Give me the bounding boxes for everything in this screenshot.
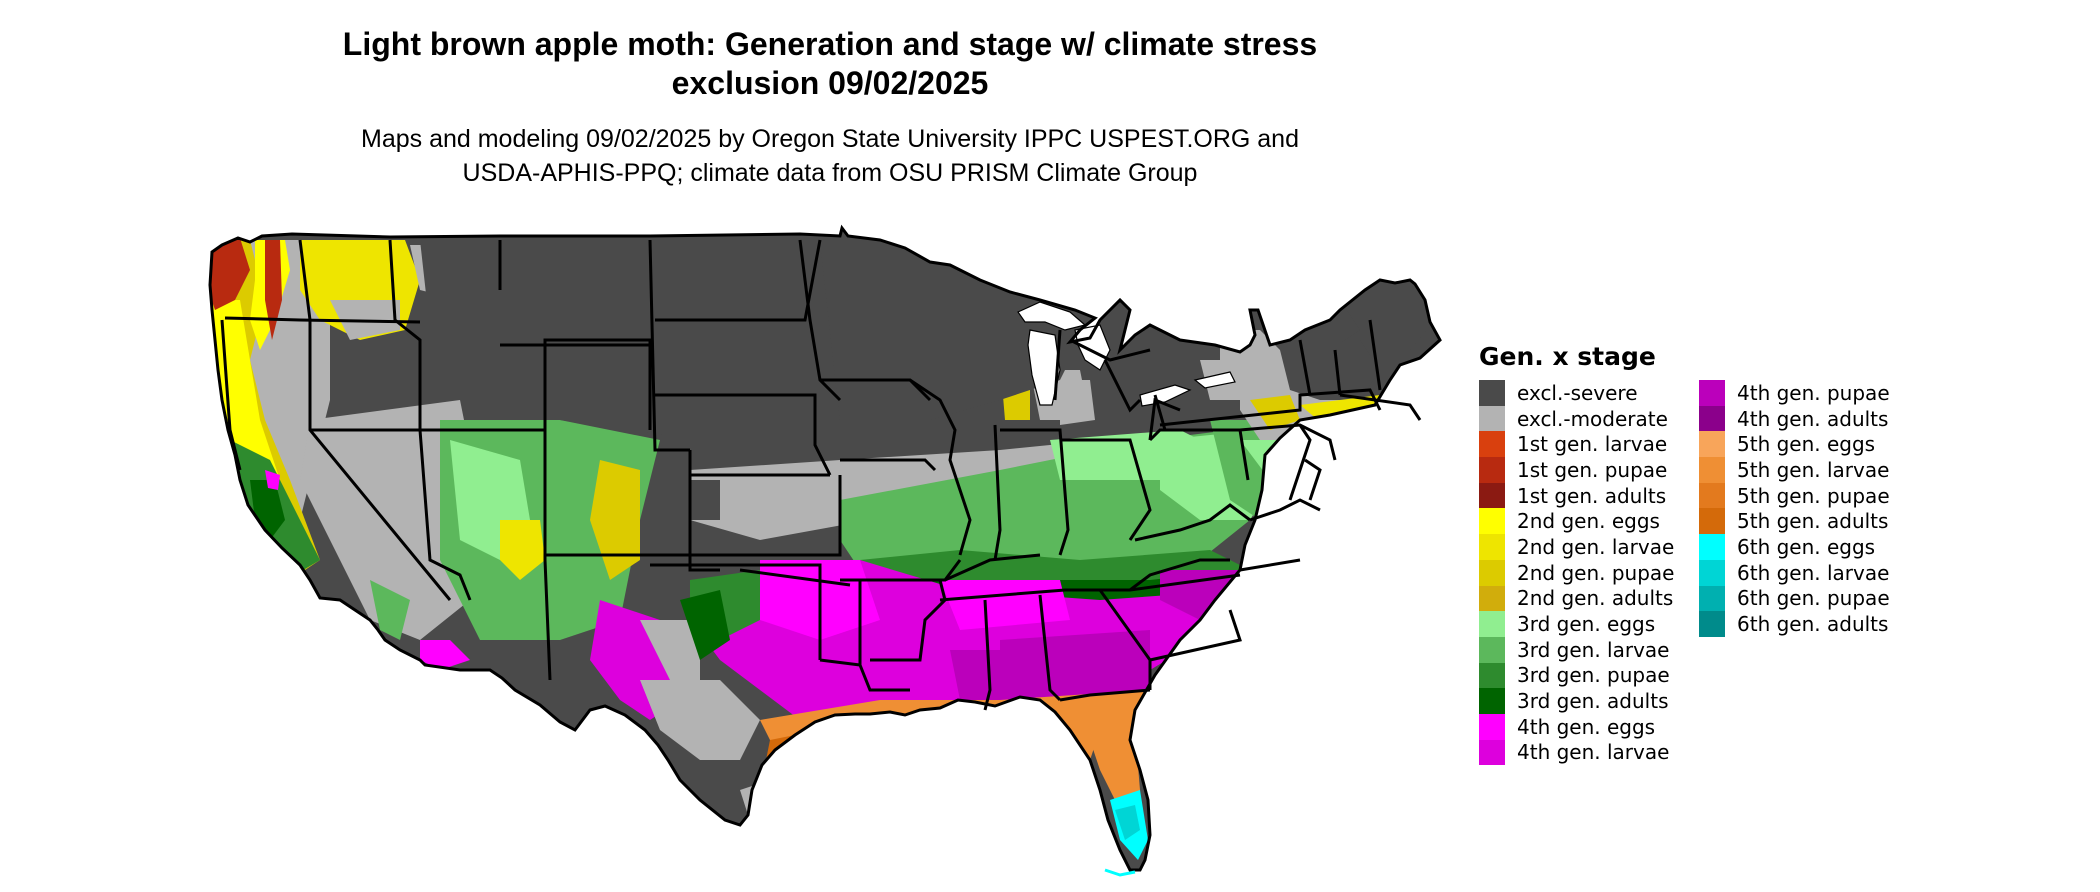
legend-swatch <box>1479 713 1505 740</box>
legend-item: 2nd gen. larvae <box>1479 534 1674 560</box>
legend-item: 2nd gen. eggs <box>1479 508 1674 535</box>
map-subtitle-line2: USDA-APHIS-PPQ; climate data from OSU PR… <box>462 159 1198 187</box>
legend-label: 3rd gen. larvae <box>1517 637 1670 662</box>
legend-item: 6th gen. eggs <box>1699 534 1890 560</box>
legend-item: 5th gen. pupae <box>1699 482 1890 509</box>
legend-item: excl.-moderate <box>1479 405 1674 432</box>
legend-item: 4th gen. larvae <box>1479 739 1674 766</box>
legend-item: 4th gen. pupae <box>1699 380 1890 406</box>
legend-swatch <box>1479 534 1505 560</box>
legend-label: 6th gen. eggs <box>1737 534 1876 559</box>
legend-swatch <box>1699 559 1725 586</box>
legend-item: 2nd gen. adults <box>1479 585 1674 612</box>
legend-label: 5th gen. larvae <box>1737 457 1890 482</box>
legend-swatch <box>1699 405 1725 432</box>
legend-label: 5th gen. adults <box>1737 509 1889 534</box>
legend-label: 3rd gen. pupae <box>1517 663 1670 688</box>
legend-swatch <box>1479 457 1505 483</box>
legend-label: excl.-severe <box>1517 380 1638 405</box>
legend-column-2: 4th gen. pupae 4th gen. adults 5th gen. eg… <box>1699 380 1890 637</box>
legend-label: 3rd gen. adults <box>1517 689 1669 714</box>
legend-swatch <box>1479 405 1505 432</box>
florida-keys <box>1104 868 1136 877</box>
legend-swatch <box>1479 559 1505 586</box>
legend-swatch <box>1479 508 1505 535</box>
legend-item: 3rd gen. eggs <box>1479 611 1674 637</box>
legend-item: 3rd gen. adults <box>1479 688 1674 714</box>
legend-item: 1st gen. pupae <box>1479 457 1674 483</box>
legend-label: 4th gen. adults <box>1737 406 1889 431</box>
legend-label: 2nd gen. larvae <box>1517 534 1675 559</box>
legend-label: 1st gen. adults <box>1517 483 1667 508</box>
legend-swatch <box>1479 688 1505 714</box>
legend-label: 6th gen. larvae <box>1737 560 1890 585</box>
legend-label: 4th gen. larvae <box>1517 740 1670 765</box>
legend-swatch <box>1479 739 1505 766</box>
legend-item: 1st gen. larvae <box>1479 431 1674 458</box>
legend-item: 5th gen. adults <box>1699 508 1890 535</box>
legend-label: 6th gen. pupae <box>1737 586 1890 611</box>
legend-label: 6th gen. adults <box>1737 612 1889 637</box>
legend-label: excl.-moderate <box>1517 406 1668 431</box>
legend-item: 1st gen. adults <box>1479 482 1674 509</box>
legend-item: 6th gen. pupae <box>1699 585 1890 612</box>
great-lakes <box>1017 301 1236 407</box>
map-title-line1: Light brown apple moth: Generation and s… <box>342 26 1318 62</box>
legend-swatch <box>1699 611 1725 637</box>
legend-label: 3rd gen. eggs <box>1517 612 1656 637</box>
legend-swatch <box>1699 508 1725 535</box>
legend-column-1: excl.-severe excl.-moderate 1st gen. larva… <box>1479 380 1675 766</box>
legend-title: Gen. x stage <box>1479 342 1656 371</box>
legend-label: 4th gen. eggs <box>1517 714 1656 739</box>
legend-label: 2nd gen. eggs <box>1517 509 1660 534</box>
map-subtitle-line1: Maps and modeling 09/02/2025 by Oregon S… <box>361 125 1299 153</box>
legend-item: 4th gen. adults <box>1699 405 1890 432</box>
legend-item: 3rd gen. larvae <box>1479 636 1674 663</box>
legend-swatch <box>1699 585 1725 612</box>
legend-label: 5th gen. pupae <box>1737 483 1890 508</box>
legend-swatch <box>1479 611 1505 637</box>
legend-swatch <box>1699 380 1725 406</box>
legend-item: 5th gen. eggs <box>1699 431 1890 458</box>
legend-swatch <box>1479 585 1505 612</box>
legend-swatch <box>1699 482 1725 509</box>
legend-label: 4th gen. pupae <box>1737 380 1890 405</box>
legend-label: 2nd gen. adults <box>1517 586 1674 611</box>
legend-item: 6th gen. adults <box>1699 611 1890 637</box>
legend-item: excl.-severe <box>1479 380 1674 406</box>
legend-label: 1st gen. larvae <box>1517 432 1668 457</box>
legend-item: 3rd gen. pupae <box>1479 662 1674 689</box>
legend-swatch <box>1699 431 1725 458</box>
legend-label: 5th gen. eggs <box>1737 432 1876 457</box>
legend-swatch <box>1479 380 1505 406</box>
legend-item: 5th gen. larvae <box>1699 457 1890 483</box>
legend-swatch <box>1479 662 1505 689</box>
state-boundaries <box>208 226 1442 872</box>
legend-item: 4th gen. eggs <box>1479 713 1674 740</box>
legend-item: 2nd gen. pupae <box>1479 559 1675 586</box>
legend-label: 1st gen. pupae <box>1517 457 1668 482</box>
legend-swatch <box>1699 534 1725 560</box>
legend-label: 2nd gen. pupae <box>1517 560 1675 585</box>
legend-item: 6th gen. larvae <box>1699 559 1890 586</box>
legend-swatch <box>1479 482 1505 509</box>
map-title-line2: exclusion 09/02/2025 <box>671 65 989 101</box>
legend-swatch <box>1699 457 1725 483</box>
legend-swatch <box>1479 636 1505 663</box>
legend-swatch <box>1479 431 1505 458</box>
